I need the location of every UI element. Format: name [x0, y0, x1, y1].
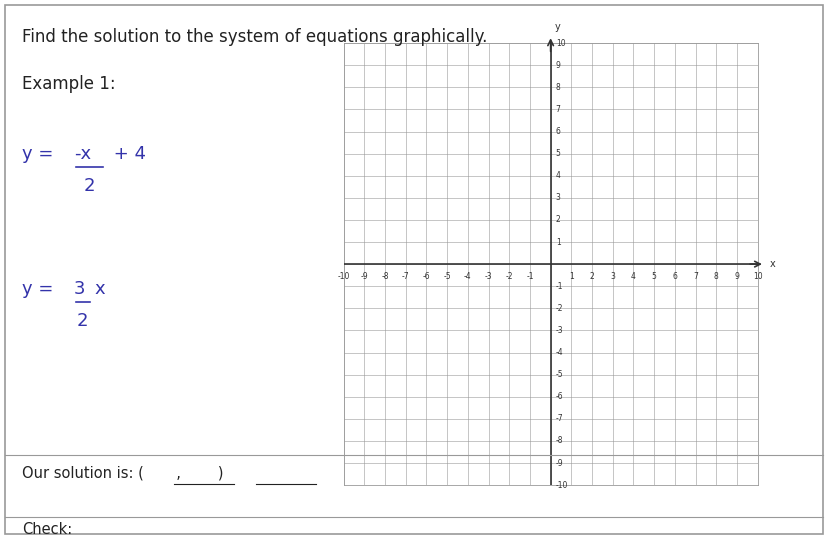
Text: 4: 4 [555, 171, 560, 180]
Text: -10: -10 [555, 481, 567, 489]
Text: -7: -7 [555, 414, 562, 423]
Text: Our solution is: (       ,        ): Our solution is: ( , ) [22, 465, 223, 480]
Text: 2: 2 [77, 312, 88, 330]
Text: 1: 1 [568, 272, 573, 281]
Text: 7: 7 [692, 272, 697, 281]
Text: -10: -10 [337, 272, 349, 281]
Text: + 4: + 4 [108, 145, 146, 163]
Text: -2: -2 [504, 272, 513, 281]
Text: -8: -8 [380, 272, 389, 281]
Text: 2: 2 [84, 177, 95, 195]
Text: 3: 3 [555, 194, 560, 202]
Text: -x: -x [74, 145, 91, 163]
Text: -2: -2 [555, 304, 562, 313]
Text: 9: 9 [555, 61, 560, 70]
Text: 8: 8 [713, 272, 718, 281]
Text: 9: 9 [734, 272, 739, 281]
Text: -4: -4 [463, 272, 471, 281]
Text: y: y [554, 22, 560, 32]
Text: -1: -1 [555, 282, 562, 291]
Text: x: x [94, 280, 104, 298]
Text: -3: -3 [555, 326, 562, 335]
Text: -7: -7 [401, 272, 409, 281]
Text: 10: 10 [752, 272, 762, 281]
Text: 5: 5 [555, 149, 560, 158]
Text: 4: 4 [630, 272, 635, 281]
Text: -6: -6 [555, 392, 562, 401]
Text: 2: 2 [589, 272, 594, 281]
Text: -9: -9 [555, 459, 562, 467]
Text: 5: 5 [651, 272, 656, 281]
Text: y =: y = [22, 145, 59, 163]
Text: Example 1:: Example 1: [22, 75, 116, 93]
Text: 6: 6 [672, 272, 676, 281]
Text: 8: 8 [555, 83, 560, 92]
Text: -5: -5 [442, 272, 451, 281]
Text: 3: 3 [609, 272, 614, 281]
Text: 10: 10 [555, 39, 565, 47]
Text: -6: -6 [422, 272, 430, 281]
Text: -3: -3 [484, 272, 492, 281]
Text: 1: 1 [555, 238, 560, 246]
Text: 6: 6 [555, 127, 560, 136]
Text: 3: 3 [74, 280, 85, 298]
Text: x: x [769, 259, 775, 269]
Text: 7: 7 [555, 105, 560, 114]
Text: -9: -9 [360, 272, 368, 281]
Text: -1: -1 [525, 272, 533, 281]
Text: Find the solution to the system of equations graphically.: Find the solution to the system of equat… [22, 28, 487, 46]
Text: -4: -4 [555, 348, 562, 357]
Text: 2: 2 [555, 216, 560, 224]
Text: -5: -5 [555, 370, 562, 379]
Text: Check:: Check: [22, 522, 72, 537]
Text: y =: y = [22, 280, 59, 298]
Text: -8: -8 [555, 437, 562, 445]
